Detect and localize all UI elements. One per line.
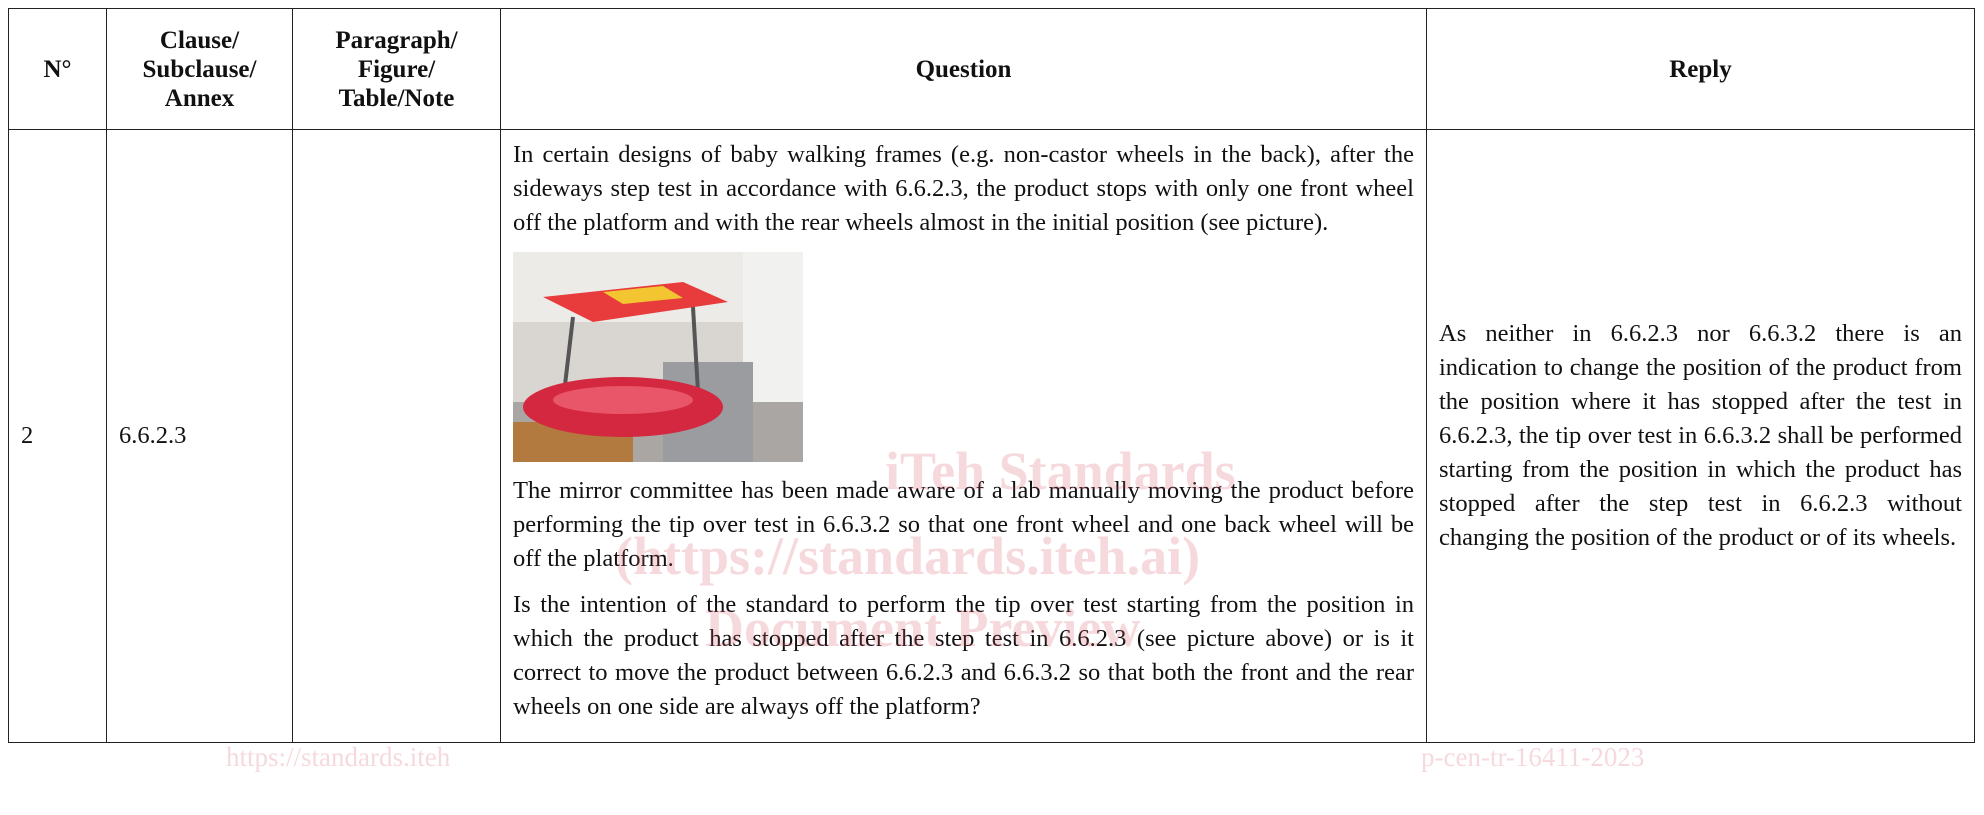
question-text: The mirror committee has been made aware…: [513, 477, 1414, 572]
header-cell: N°: [8, 8, 107, 130]
question-cell: In certain designs of baby walking frame…: [500, 129, 1427, 743]
body-row: 2 6.6.2.3 In certain designs of baby wal…: [8, 129, 1975, 743]
header-cell: Question: [500, 8, 1427, 130]
header-cell: Reply: [1426, 8, 1975, 130]
photo: [513, 252, 803, 462]
header-cell: Paragraph/ Figure/ Table/Note: [292, 8, 501, 130]
reply-cell: As neither in 6.6.2.3 nor 6.6.3.2 there …: [1426, 129, 1975, 743]
qa-table: N° Clause/ Subclause/ Annex Paragraph/ F…: [8, 8, 1975, 743]
watermark: https://standards.iteh: [226, 742, 451, 772]
clause-cell: 6.6.2.3: [106, 129, 293, 743]
watermark: p-cen-tr-16411-2023: [1421, 742, 1645, 772]
header-row: N° Clause/ Subclause/ Annex Paragraph/ F…: [8, 8, 1975, 130]
header-cell: Clause/ Subclause/ Annex: [106, 8, 293, 130]
paragraph-cell: [292, 129, 501, 743]
number-cell: 2: [8, 129, 107, 743]
question-text: In certain designs of baby walking frame…: [513, 141, 1414, 236]
question-text: Is the intention of the standard to perf…: [513, 591, 1414, 720]
